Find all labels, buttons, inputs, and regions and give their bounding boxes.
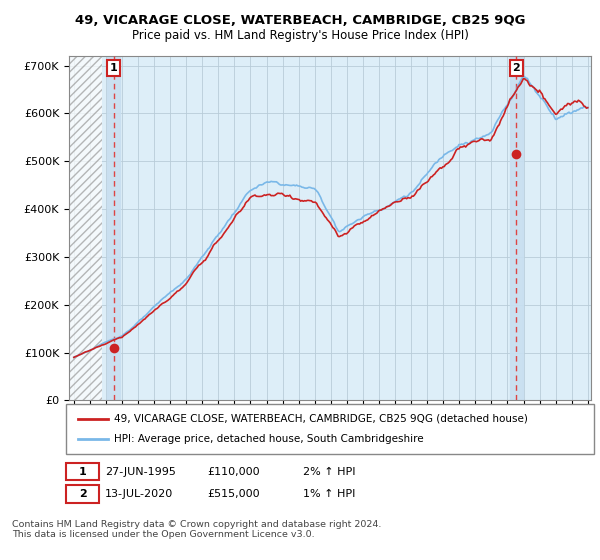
Text: 2: 2 <box>512 63 520 73</box>
Bar <box>66 56 102 400</box>
Text: £110,000: £110,000 <box>207 466 260 477</box>
Text: 2% ↑ HPI: 2% ↑ HPI <box>303 466 355 477</box>
Bar <box>510 56 523 400</box>
Text: 13-JUL-2020: 13-JUL-2020 <box>105 489 173 499</box>
Text: HPI: Average price, detached house, South Cambridgeshire: HPI: Average price, detached house, Sout… <box>114 434 424 444</box>
Text: 49, VICARAGE CLOSE, WATERBEACH, CAMBRIDGE, CB25 9QG: 49, VICARAGE CLOSE, WATERBEACH, CAMBRIDG… <box>75 14 525 27</box>
Text: Contains HM Land Registry data © Crown copyright and database right 2024.
This d: Contains HM Land Registry data © Crown c… <box>12 520 382 539</box>
Text: 2: 2 <box>79 489 86 499</box>
Text: £515,000: £515,000 <box>207 489 260 499</box>
Text: 49, VICARAGE CLOSE, WATERBEACH, CAMBRIDGE, CB25 9QG (detached house): 49, VICARAGE CLOSE, WATERBEACH, CAMBRIDG… <box>114 414 528 424</box>
Text: 1% ↑ HPI: 1% ↑ HPI <box>303 489 355 499</box>
Text: Price paid vs. HM Land Registry's House Price Index (HPI): Price paid vs. HM Land Registry's House … <box>131 29 469 42</box>
Bar <box>107 56 120 400</box>
Text: 1: 1 <box>79 466 86 477</box>
Text: 27-JUN-1995: 27-JUN-1995 <box>105 466 176 477</box>
Text: 1: 1 <box>110 63 118 73</box>
